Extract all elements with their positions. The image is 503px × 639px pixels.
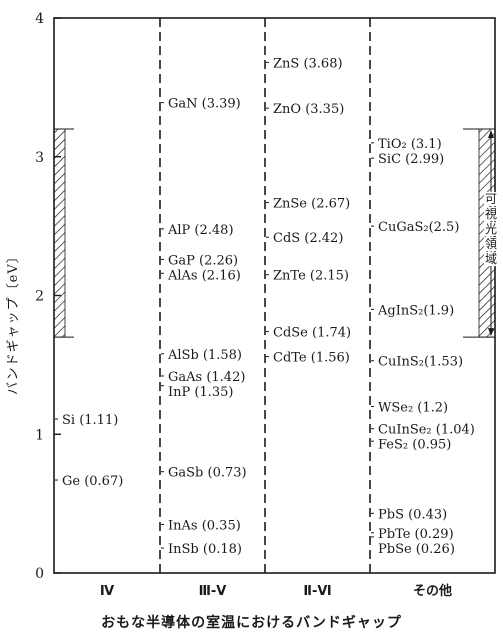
band-gap-label: AlAs (2.16) xyxy=(167,268,241,283)
visible-range-label-char: 光 xyxy=(485,222,497,236)
visible-range-arrowhead xyxy=(488,130,494,138)
band-gap-label: ZnS (3.68) xyxy=(273,56,343,71)
band-gap-label: AgInS₂(1.9) xyxy=(377,303,454,318)
visible-range-label-bg xyxy=(484,192,498,207)
y-tick-label: 3 xyxy=(35,150,44,166)
y-tick-label: 0 xyxy=(35,566,44,582)
band-gap-label: GaP (2.26) xyxy=(168,253,238,268)
band-gap-label: InP (1.35) xyxy=(168,385,233,400)
band-gap-label: TiO₂ (3.1) xyxy=(378,137,442,152)
visible-range-label-bg xyxy=(484,222,498,237)
band-gap-label: ZnO (3.35) xyxy=(273,102,344,117)
category-label: その他 xyxy=(413,583,452,599)
visible-range-label-char: 域 xyxy=(485,252,497,266)
band-gap-label: PbTe (0.29) xyxy=(378,527,454,542)
band-gap-label: AlSb (1.58) xyxy=(167,348,242,363)
band-gap-label: CuInSe₂ (1.04) xyxy=(378,423,475,438)
visible-range-label-bg xyxy=(484,252,498,267)
category-label: Ⅳ xyxy=(100,584,115,599)
visible-range-label-char: 領 xyxy=(485,236,497,251)
band-gap-label: CdS (2.42) xyxy=(273,231,343,246)
visible-range-arrowhead xyxy=(488,328,494,337)
y-tick-label: 1 xyxy=(35,427,44,443)
band-gap-label: GaN (3.39) xyxy=(168,97,241,112)
band-gap-label: WSe₂ (1.2) xyxy=(378,401,448,416)
band-gap-label: Si (1.11) xyxy=(62,413,118,428)
visible-range-label-bg xyxy=(484,207,498,222)
band-gap-label: GaSb (0.73) xyxy=(168,466,247,481)
band-gap-label: InAs (0.35) xyxy=(168,518,241,533)
visible-range-band-left xyxy=(53,128,66,338)
band-gap-label: Ge (0.67) xyxy=(62,474,123,489)
y-tick-label: 4 xyxy=(35,11,44,27)
band-gap-label: CdTe (1.56) xyxy=(273,351,350,366)
category-label: Ⅱ-Ⅵ xyxy=(303,584,331,599)
band-gap-label: PbS (0.43) xyxy=(378,507,447,522)
band-gap-label: AlP (2.48) xyxy=(167,223,234,238)
chart-title: おもな半導体の室温におけるバンドギャップ xyxy=(101,615,402,631)
band-gap-label: SiC (2.99) xyxy=(378,152,444,167)
visible-range-label-bg xyxy=(484,237,498,252)
band-gap-label: ZnSe (2.67) xyxy=(273,197,350,212)
band-gap-label: ZnTe (2.15) xyxy=(273,269,349,284)
band-gap-label: PbSe (0.26) xyxy=(378,542,455,557)
band-gap-label: GaAs (1.42) xyxy=(168,370,245,385)
band-gap-label: InSb (0.18) xyxy=(168,542,242,557)
y-tick-label: 2 xyxy=(35,289,44,305)
visible-range-label-char: 視 xyxy=(485,206,497,221)
band-gap-label: CdSe (1.74) xyxy=(273,326,351,341)
band-gap-label: CuInS₂(1.53) xyxy=(378,355,463,370)
band-gap-label: FeS₂ (0.95) xyxy=(378,438,451,453)
visible-range-label-char: 可 xyxy=(485,192,497,206)
band-gap-label: CuGaS₂(2.5) xyxy=(378,220,459,235)
category-label: Ⅲ-Ⅴ xyxy=(199,584,227,599)
